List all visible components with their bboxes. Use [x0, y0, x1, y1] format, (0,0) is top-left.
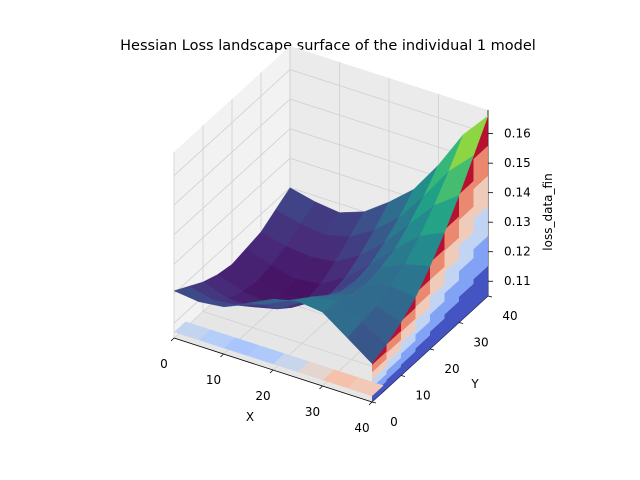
contour-band [415, 280, 430, 308]
contour-band [386, 340, 401, 363]
contour-band [430, 301, 445, 332]
z-tick-label: 0.11 [504, 274, 531, 288]
contour-band [444, 301, 459, 336]
contour-floor-band [223, 337, 260, 357]
contour-band [372, 351, 387, 373]
contour-band [444, 259, 459, 294]
z-tick-label: 0.12 [504, 245, 531, 259]
contour-band [459, 181, 474, 221]
contour-band [473, 175, 488, 220]
contour-band [415, 335, 430, 363]
contour-band [459, 258, 474, 297]
contour-floor-band [322, 369, 359, 389]
contour-band [444, 237, 459, 273]
y-tick-label: 40 [502, 309, 517, 323]
y-axis-label: Y [470, 377, 479, 391]
contour-band [444, 216, 459, 252]
y-tick-label: 10 [415, 389, 430, 403]
contour-band [459, 283, 474, 323]
contour-floor-band [248, 345, 285, 365]
contour-band [372, 344, 387, 366]
contour-floor-band [347, 377, 384, 397]
x-tick-mark [319, 385, 323, 390]
x-tick-mark [269, 369, 274, 374]
x-axis-label: X [246, 410, 254, 424]
z-tick-label: 0.16 [504, 127, 531, 141]
x-tick-mark [368, 401, 373, 406]
surface-patch [347, 321, 387, 364]
contour-band [401, 351, 416, 376]
grid-line-y [202, 125, 402, 376]
contour-band [415, 307, 430, 335]
contour-band [430, 249, 445, 281]
contour-band [386, 366, 401, 389]
contour-band [430, 284, 445, 315]
tick-labels: 0 10 20 30 40 0 10 20 30 40 0.11 0.12 0.13 0.14 0.15 0.… [160, 127, 531, 435]
contour-floor-band [273, 353, 310, 373]
x-tick-label: 30 [305, 405, 320, 419]
contour-band [401, 318, 416, 343]
loss-surface [173, 115, 489, 364]
contour-band [401, 340, 416, 365]
contour-band [430, 318, 445, 349]
contour-band [372, 366, 387, 388]
y-tick-mark [429, 348, 435, 351]
contour-band [459, 232, 474, 272]
contour-band [430, 266, 445, 298]
y-tick-label: 30 [473, 336, 488, 350]
contour-band [386, 357, 401, 380]
grid-line-z [173, 98, 489, 206]
contour-band [415, 293, 430, 321]
x-tick-label: 0 [160, 357, 168, 371]
y-tick-mark [400, 375, 406, 377]
z-tick-label: 0.15 [504, 156, 531, 170]
grid-line-z [173, 69, 489, 176]
x-tick-label: 40 [354, 421, 369, 435]
contour-floor-band [198, 329, 236, 349]
contour-band [473, 145, 488, 190]
grid-line-z [173, 128, 489, 235]
y-tick-mark [458, 322, 464, 324]
contour-band [444, 280, 459, 315]
contour-band [401, 308, 416, 333]
contour-band [473, 206, 488, 250]
y-tick-label: 20 [444, 362, 459, 376]
contour-band [386, 348, 401, 371]
contour-band [415, 321, 430, 349]
y-tick-mark [371, 401, 377, 404]
contour-band [372, 359, 387, 380]
z-tick-label: 0.14 [504, 186, 531, 200]
z-tick-label: 0.13 [504, 215, 531, 229]
contour-band [401, 329, 416, 354]
contour-band [459, 206, 474, 246]
x-tick-mark [170, 337, 175, 342]
contour-floor-band [174, 321, 211, 341]
z-axis-label: loss_data_fin [541, 173, 555, 250]
x-tick-label: 10 [206, 373, 221, 387]
contour-band [473, 266, 488, 310]
chart-title: Hessian Loss landscape surface of the in… [120, 38, 536, 54]
y-tick-label: 0 [390, 415, 398, 429]
x-tick-label: 20 [255, 389, 270, 403]
contour-band [386, 331, 401, 354]
x-tick-mark [220, 353, 224, 358]
contour-band [372, 381, 387, 402]
y-tick-mark [487, 295, 493, 298]
contour-floor-band [297, 361, 335, 381]
contour-band [473, 236, 488, 280]
